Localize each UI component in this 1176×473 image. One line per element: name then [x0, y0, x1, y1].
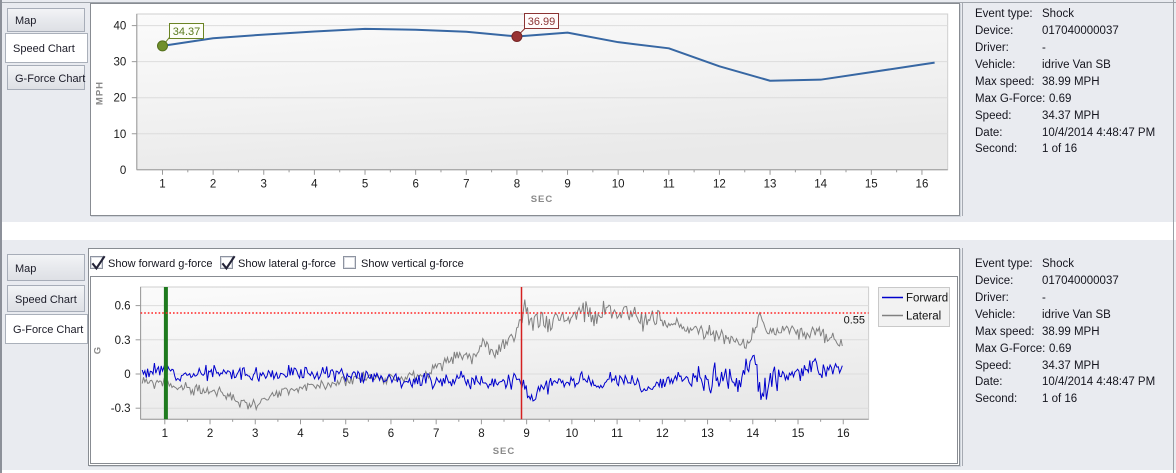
svg-text:G: G — [93, 346, 104, 354]
svg-text:2: 2 — [210, 178, 216, 190]
svg-text:3: 3 — [261, 178, 267, 190]
svg-text:15: 15 — [865, 178, 878, 190]
svg-text:10: 10 — [612, 178, 625, 190]
svg-text:0: 0 — [124, 369, 130, 381]
svg-text:1: 1 — [162, 428, 168, 440]
svg-text:Forward: Forward — [906, 293, 948, 305]
svg-text:5: 5 — [362, 178, 368, 190]
svg-text:34.37: 34.37 — [173, 26, 201, 38]
svg-text:11: 11 — [611, 428, 623, 440]
svg-text:-0.3: -0.3 — [111, 403, 131, 415]
svg-text:9: 9 — [564, 178, 570, 190]
svg-text:7: 7 — [433, 428, 439, 440]
svg-text:9: 9 — [523, 428, 529, 440]
svg-text:0.55: 0.55 — [844, 315, 865, 327]
svg-text:1: 1 — [159, 178, 165, 190]
svg-text:40: 40 — [114, 21, 127, 33]
svg-text:36.99: 36.99 — [528, 16, 556, 28]
svg-text:16: 16 — [916, 178, 929, 190]
svg-text:8: 8 — [478, 428, 484, 440]
svg-text:SEC: SEC — [531, 194, 554, 205]
svg-text:4: 4 — [297, 428, 304, 440]
svg-text:6: 6 — [388, 428, 394, 440]
svg-text:10: 10 — [114, 129, 127, 141]
svg-text:12: 12 — [713, 178, 726, 190]
svg-text:3: 3 — [252, 428, 258, 440]
svg-text:30: 30 — [114, 57, 127, 69]
svg-text:12: 12 — [656, 428, 669, 440]
svg-text:6: 6 — [412, 178, 418, 190]
svg-text:15: 15 — [792, 428, 805, 440]
svg-text:13: 13 — [764, 178, 777, 190]
svg-text:10: 10 — [565, 428, 578, 440]
svg-text:13: 13 — [701, 428, 714, 440]
svg-text:MPH: MPH — [95, 81, 106, 105]
svg-text:14: 14 — [814, 178, 827, 190]
svg-text:0: 0 — [120, 165, 126, 177]
svg-text:16: 16 — [837, 428, 850, 440]
svg-text:11: 11 — [663, 178, 675, 190]
svg-text:14: 14 — [746, 428, 759, 440]
svg-text:2: 2 — [207, 428, 213, 440]
svg-text:0.3: 0.3 — [115, 335, 131, 347]
svg-text:20: 20 — [114, 93, 127, 105]
svg-text:SEC: SEC — [493, 446, 516, 457]
svg-text:4: 4 — [311, 178, 318, 190]
svg-text:Lateral: Lateral — [906, 311, 941, 323]
svg-text:0.6: 0.6 — [115, 301, 131, 313]
svg-text:8: 8 — [514, 178, 520, 190]
svg-text:7: 7 — [463, 178, 469, 190]
svg-text:5: 5 — [343, 428, 349, 440]
